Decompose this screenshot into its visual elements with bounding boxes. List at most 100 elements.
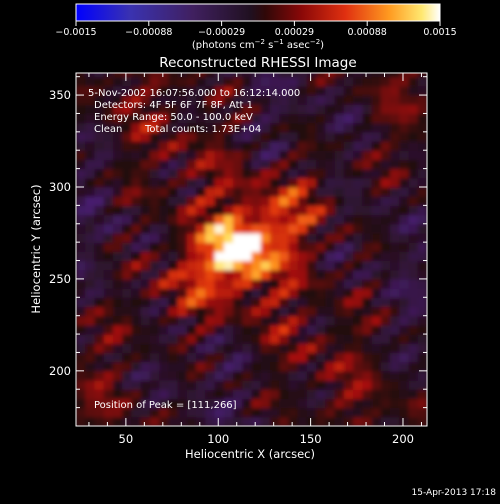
heatmap-cell [85,76,96,87]
heatmap-cell [269,76,280,87]
heatmap-cell [362,76,373,87]
plot-frame [75,72,428,427]
heatmap-cell [140,324,151,335]
heatmap-cell [122,186,133,197]
heatmap-cell [297,297,308,308]
heatmap-cell [159,251,169,262]
heatmap-cell [371,398,382,409]
heatmap-cell [269,113,280,124]
heatmap-cell [334,398,345,409]
heatmap-cell [251,407,262,418]
heatmap-cell [223,269,234,280]
heatmap-cell [214,334,225,344]
heatmap-cell [196,343,206,354]
heatmap-cell [408,113,419,124]
heatmap-cell [417,306,427,317]
heatmap-cell [390,85,400,96]
heatmap-cell [316,196,326,206]
heatmap-cell [94,196,105,206]
heatmap-cell [214,288,225,298]
heatmap-cell [316,168,326,179]
heatmap-cell [362,389,373,400]
heatmap-cell [196,251,206,262]
heatmap-cell [297,131,308,142]
heatmap-cell [214,131,225,142]
heatmap-cell [233,260,243,271]
heatmap-cell [186,370,197,381]
heatmap-cell [131,76,142,87]
heatmap-cell [159,278,169,289]
heatmap-cell [334,73,345,78]
heatmap-cell [223,278,234,289]
heatmap-cell [408,288,419,298]
heatmap-cell [371,251,382,262]
heatmap-cell [390,242,400,252]
heatmap-cell [408,186,419,197]
heatmap-cell [371,269,382,280]
heatmap-cell [233,73,243,78]
heatmap-cell [85,334,96,344]
heatmap-cell [417,315,427,326]
heatmap-cell [417,76,427,87]
heatmap-cell [94,278,105,289]
heatmap-cell [380,113,391,124]
heatmap-cell [417,297,427,308]
heatmap-cell [196,168,206,179]
heatmap-cell [196,389,206,400]
heatmap-cell [279,297,290,308]
heatmap-cell [288,95,299,105]
heatmap-cell [325,122,336,133]
heatmap-cell [233,150,243,161]
heatmap-cell [112,85,123,96]
heatmap-cell [251,361,262,372]
heatmap-cell [316,407,326,418]
heatmap-cell [149,242,160,252]
heatmap-cell [334,343,345,354]
heatmap-cell [85,407,96,418]
heatmap-cell [140,131,151,142]
heatmap-cell [269,73,280,78]
heatmap-cell [94,352,105,363]
heatmap-cell [251,334,262,344]
heatmap-cell [288,334,299,344]
heatmap-cell [223,95,234,105]
heatmap-cell [399,398,410,409]
heatmap-cell [122,223,133,234]
heatmap-cell [362,223,373,234]
heatmap-cell [353,251,363,262]
heatmap-cell [186,297,197,308]
heatmap-cell [94,251,105,262]
heatmap-cell [316,131,326,142]
heatmap-cell [177,278,188,289]
heatmap-cell [251,315,262,326]
heatmap-cell [205,104,216,115]
heatmap-cell [223,297,234,308]
heatmap-cell [362,85,373,96]
heatmap-cell [343,73,354,78]
heatmap-cell [390,380,400,390]
heatmap-cell [325,104,336,115]
heatmap-cell [122,352,133,363]
heatmap-cell [380,168,391,179]
heatmap-cell [380,315,391,326]
heatmap-cell [85,159,96,170]
heatmap-cell [196,269,206,280]
heatmap-cell [371,223,382,234]
heatmap-cell [334,306,345,317]
heatmap-cell [85,223,96,234]
heatmap-cell [112,407,123,418]
heatmap-cell [380,186,391,197]
heatmap-cell [177,398,188,409]
heatmap-cell [325,196,336,206]
heatmap-cell [149,269,160,280]
heatmap-cell [408,242,419,252]
heatmap-cell [399,269,410,280]
heatmap-cell [112,324,123,335]
heatmap-cell [140,85,151,96]
heatmap-cell [251,131,262,142]
heatmap-cell [76,324,86,335]
heatmap-cell [306,196,317,206]
heatmap-cell [159,398,169,409]
heatmap-cell [408,85,419,96]
heatmap-cell [390,251,400,262]
